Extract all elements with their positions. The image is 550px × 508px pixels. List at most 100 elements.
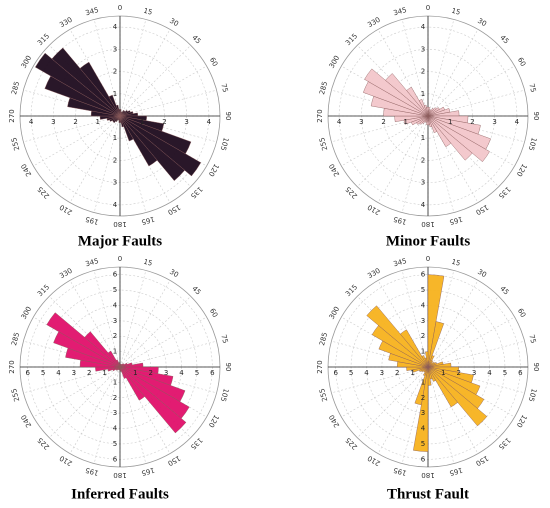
rose-bar xyxy=(423,104,429,117)
angle-tick-label: 180 xyxy=(113,471,126,479)
radial-tick-label: 5 xyxy=(113,440,117,448)
rose-bar xyxy=(46,312,121,368)
radial-tick-label: 4 xyxy=(113,425,118,433)
angle-tick-label: 105 xyxy=(527,387,538,402)
angle-tick-label: 15 xyxy=(451,258,462,268)
angle-tick-label: 315 xyxy=(36,283,51,298)
angle-tick-label: 120 xyxy=(515,413,529,429)
angle-tick-label: 15 xyxy=(451,7,462,17)
angle-tick-label: 60 xyxy=(208,307,219,319)
radial-tick-label: 5 xyxy=(113,286,117,294)
rose-bar xyxy=(119,115,202,177)
radial-tick-label: 2 xyxy=(421,332,425,340)
rose-bar xyxy=(425,351,429,368)
angle-tick-label: 30 xyxy=(168,268,180,279)
radial-tick-label: 1 xyxy=(441,369,445,377)
grid-spoke xyxy=(119,45,191,117)
rose-bar xyxy=(119,366,187,434)
rose-bar xyxy=(119,115,134,142)
angle-tick-label: 120 xyxy=(207,413,221,429)
radial-tick-label: 3 xyxy=(421,317,425,325)
rose-bar xyxy=(427,115,490,162)
angle-tick-label: 225 xyxy=(36,436,51,451)
rose-bar xyxy=(108,94,121,117)
angle-tick-label: 120 xyxy=(207,162,221,178)
angle-tick-label: 240 xyxy=(20,413,34,429)
radial-tick-label: 4 xyxy=(113,201,118,209)
radial-tick-label: 5 xyxy=(421,440,425,448)
radial-tick-label: 2 xyxy=(457,369,461,377)
rose-bar xyxy=(427,366,436,382)
angle-tick-label: 255 xyxy=(318,387,329,402)
angle-tick-label: 270 xyxy=(316,360,324,373)
radial-tick-label: 5 xyxy=(349,369,353,377)
radial-tick-label: 1 xyxy=(113,90,117,98)
grid-spoke xyxy=(49,115,121,187)
angle-tick-label: 120 xyxy=(515,162,529,178)
grid-spoke xyxy=(341,366,429,418)
angle-tick-label: 195 xyxy=(393,466,408,477)
radial-tick-label: 4 xyxy=(29,118,34,126)
rose-bar xyxy=(119,366,127,379)
angle-tick-label: 105 xyxy=(219,387,230,402)
angle-tick-label: 105 xyxy=(527,136,538,151)
radial-tick-label: 3 xyxy=(472,369,476,377)
angle-tick-label: 15 xyxy=(143,258,154,268)
radial-tick-label: 4 xyxy=(113,301,118,309)
angle-tick-label: 60 xyxy=(208,56,219,68)
angle-tick-label: 150 xyxy=(166,203,182,217)
grid-spoke xyxy=(119,29,171,117)
radial-tick-label: 2 xyxy=(149,369,153,377)
angle-tick-label: 0 xyxy=(426,255,430,263)
radial-tick-label: 2 xyxy=(113,68,117,76)
radial-tick-label: 4 xyxy=(337,118,342,126)
rose-bar xyxy=(119,363,121,368)
angle-tick-label: 345 xyxy=(85,6,100,17)
angle-tick-label: 0 xyxy=(118,255,122,263)
angle-tick-label: 75 xyxy=(527,334,537,345)
grid-spoke xyxy=(427,45,499,117)
radial-tick-label: 6 xyxy=(333,369,338,377)
angle-tick-label: 255 xyxy=(10,136,21,151)
angle-tick-label: 240 xyxy=(20,162,34,178)
angle-tick-label: 210 xyxy=(366,454,382,468)
angle-tick-label: 30 xyxy=(168,17,180,28)
grid-spoke xyxy=(119,65,207,117)
radial-tick-label: 2 xyxy=(113,394,117,402)
radial-tick-label: 3 xyxy=(184,118,188,126)
angle-tick-label: 180 xyxy=(421,220,434,228)
rose-bar xyxy=(427,366,488,427)
radial-tick-label: 3 xyxy=(380,369,384,377)
grid-spoke xyxy=(427,19,455,117)
grid-spoke xyxy=(401,270,429,368)
angle-tick-label: 150 xyxy=(166,454,182,468)
angle-tick-label: 180 xyxy=(421,471,434,479)
grid-spoke xyxy=(23,366,121,394)
radial-tick-label: 5 xyxy=(41,369,45,377)
radial-tick-label: 3 xyxy=(113,409,117,417)
grid-spoke xyxy=(93,366,121,464)
angle-tick-label: 225 xyxy=(36,185,51,200)
angle-tick-label: 165 xyxy=(140,215,155,226)
angle-tick-label: 45 xyxy=(190,285,202,297)
angle-tick-label: 45 xyxy=(190,34,202,46)
radial-tick-label: 1 xyxy=(421,378,425,386)
radial-tick-label: 1 xyxy=(113,378,117,386)
angle-tick-label: 270 xyxy=(316,109,324,122)
radial-tick-label: 4 xyxy=(515,118,520,126)
angle-tick-label: 270 xyxy=(8,360,16,373)
radial-tick-label: 4 xyxy=(421,301,426,309)
radial-tick-label: 4 xyxy=(56,369,61,377)
rose-bar xyxy=(427,115,433,128)
rose-bar xyxy=(115,104,121,117)
radial-tick-label: 6 xyxy=(421,455,426,463)
grid-spoke xyxy=(331,366,429,394)
grid-spoke xyxy=(119,316,207,368)
rose-bar xyxy=(119,115,185,181)
radial-tick-label: 4 xyxy=(421,425,426,433)
radial-tick-label: 5 xyxy=(503,369,507,377)
radial-tick-label: 1 xyxy=(133,369,137,377)
angle-tick-label: 300 xyxy=(20,305,34,321)
rose-panel: 0 153045607590105120135150165180195210225… xyxy=(8,4,232,249)
rose-bar xyxy=(119,366,146,401)
